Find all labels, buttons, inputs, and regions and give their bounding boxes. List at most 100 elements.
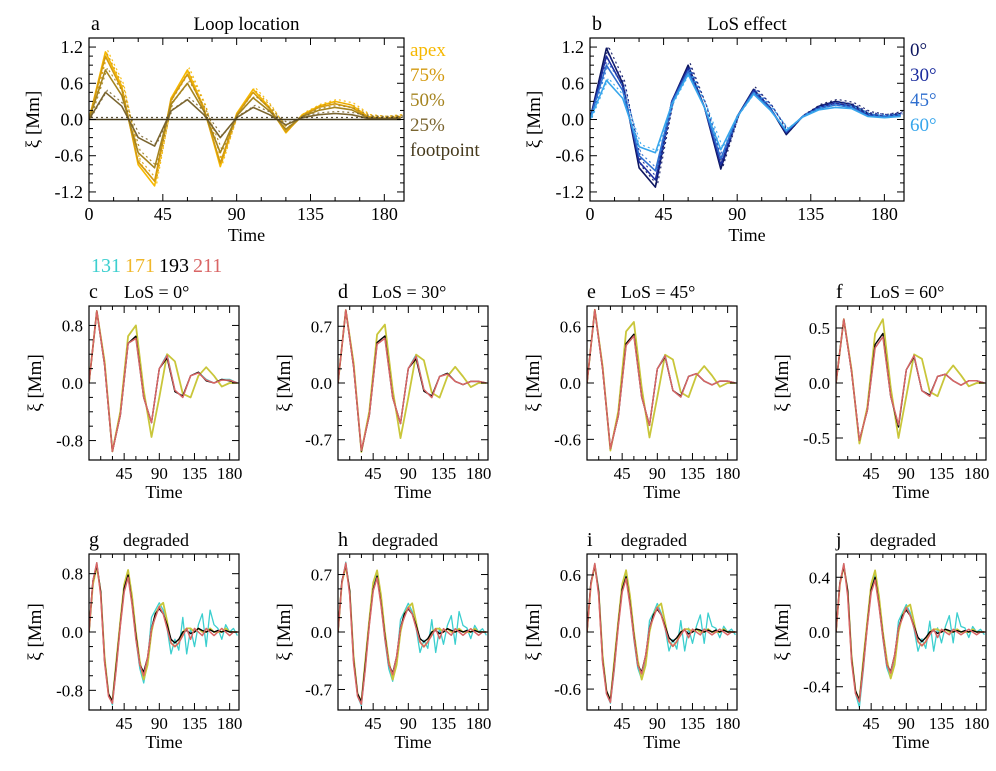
x-tick-label-d: 45 — [365, 464, 382, 483]
x-tick-label-i: 135 — [680, 714, 706, 733]
x-tick-label-f: 90 — [898, 464, 915, 483]
x-tick-label-c: 135 — [182, 464, 208, 483]
y-tick-label-b: -1.2 — [556, 182, 585, 202]
x-axis-label-b: Time — [728, 225, 765, 245]
series-a-50% — [89, 69, 401, 169]
legend-193: 193 — [159, 255, 189, 277]
series-b-30°-dotted — [591, 53, 903, 179]
panel-letter-j: j — [835, 529, 842, 551]
panel-i — [586, 553, 738, 711]
x-tick-label-f: 45 — [863, 464, 880, 483]
legend-b-2: 45° — [910, 90, 937, 111]
x-axis-label-g: Time — [145, 732, 182, 752]
y-tick-label-h: 0.7 — [311, 566, 333, 585]
panel-title-a: Loop location — [193, 14, 300, 35]
y-axis-label-e: ξ [Mm] — [523, 354, 544, 412]
x-axis-label-d: Time — [394, 482, 431, 502]
panel-a — [88, 37, 405, 202]
wavelength-legend: 131 171 193 211 — [91, 255, 226, 278]
series-b-60° — [590, 73, 901, 154]
panel-title-b: LoS effect — [707, 14, 787, 35]
x-tick-label-d: 180 — [466, 464, 492, 483]
panel-f — [835, 305, 987, 461]
series-g-211 — [89, 561, 238, 705]
panel-letter-c: c — [89, 281, 98, 303]
x-tick-label-g: 135 — [182, 714, 208, 733]
series-group-g — [89, 561, 238, 706]
panel-letter-a: a — [91, 13, 100, 35]
panel-title-e: LoS = 45° — [621, 282, 695, 302]
x-tick-label-j: 180 — [964, 714, 990, 733]
y-axis-label-b: ξ [Mm] — [524, 91, 545, 149]
x-tick-label-g: 90 — [151, 714, 168, 733]
x-tick-label-e: 45 — [614, 464, 631, 483]
y-tick-label-a: 0.6 — [61, 73, 84, 93]
y-tick-label-b: 1.2 — [562, 37, 585, 57]
series-group-e — [587, 308, 736, 452]
x-tick-label-a: 135 — [297, 204, 324, 224]
legend-a-0: apex — [410, 40, 446, 61]
legend-131: 131 — [91, 255, 121, 277]
y-tick-label-i: -0.6 — [554, 680, 581, 699]
panel-title-h: degraded — [372, 530, 438, 550]
y-tick-label-e: -0.6 — [554, 430, 581, 449]
y-axis-label-h: ξ [Mm] — [274, 603, 295, 661]
series-group-h — [338, 561, 487, 707]
panel-title-j: degraded — [870, 530, 936, 550]
y-tick-label-a: 0.0 — [61, 110, 84, 130]
y-tick-label-c: 0.8 — [62, 316, 83, 335]
y-tick-label-i: 0.6 — [560, 566, 581, 585]
series-group-a — [89, 49, 403, 187]
panel-g — [88, 553, 240, 711]
x-tick-label-b: 45 — [655, 204, 673, 224]
y-tick-label-j: -0.4 — [803, 678, 830, 697]
x-tick-label-d: 135 — [431, 464, 457, 483]
panel-j — [835, 553, 987, 711]
panel-letter-d: d — [338, 281, 348, 303]
y-tick-label-g: 0.8 — [62, 565, 83, 584]
series-group-c — [89, 310, 238, 453]
y-tick-label-f: 0.0 — [809, 374, 830, 393]
series-a-75% — [89, 55, 401, 182]
series-i-193 — [587, 564, 736, 702]
panel-h — [337, 553, 489, 711]
panel-letter-g: g — [89, 529, 99, 551]
series-h-211 — [338, 562, 487, 706]
y-tick-label-d: 0.7 — [311, 317, 333, 336]
y-tick-label-f: 0.5 — [809, 319, 830, 338]
panel-title-d: LoS = 30° — [372, 282, 446, 302]
y-axis-label-a: ξ [Mm] — [23, 91, 44, 149]
y-tick-label-b: 0.6 — [562, 73, 585, 93]
x-tick-label-i: 45 — [614, 714, 631, 733]
x-tick-label-a: 45 — [154, 204, 172, 224]
x-tick-label-b: 135 — [797, 204, 824, 224]
x-tick-label-c: 90 — [151, 464, 168, 483]
legend-171: 171 — [125, 255, 155, 277]
y-axis-label-f: ξ [Mm] — [772, 354, 793, 412]
x-tick-label-j: 45 — [863, 714, 880, 733]
y-tick-label-a: -0.6 — [55, 146, 84, 166]
y-tick-label-g: 0.0 — [62, 623, 83, 642]
y-axis-label-c: ξ [Mm] — [25, 354, 46, 412]
series-group-b — [590, 45, 903, 188]
x-tick-label-a: 0 — [85, 204, 94, 224]
x-tick-label-e: 180 — [715, 464, 741, 483]
legend-b-1: 30° — [910, 65, 937, 86]
x-tick-label-i: 180 — [715, 714, 741, 733]
x-tick-label-c: 45 — [116, 464, 133, 483]
panel-letter-h: h — [338, 529, 348, 551]
legend-b-0: 0° — [910, 40, 927, 61]
x-axis-label-j: Time — [892, 732, 929, 752]
legend-b-3: 60° — [910, 115, 937, 136]
y-tick-label-f: -0.5 — [803, 429, 830, 448]
y-axis-label-j: ξ [Mm] — [772, 603, 793, 661]
y-axis-label-i: ξ [Mm] — [523, 603, 544, 661]
x-tick-label-e: 90 — [649, 464, 666, 483]
legend-211: 211 — [193, 255, 223, 277]
y-tick-label-c: 0.0 — [62, 374, 83, 393]
series-group-j — [836, 562, 985, 708]
series-group-d — [338, 309, 487, 453]
x-tick-label-a: 90 — [228, 204, 246, 224]
series-i-211 — [587, 562, 736, 704]
